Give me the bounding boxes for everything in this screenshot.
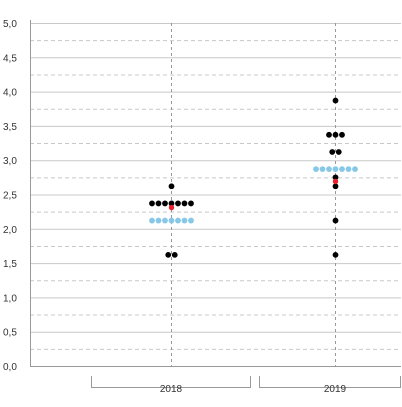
data-point	[326, 131, 332, 138]
y-tick-label: 4,0	[3, 88, 17, 99]
data-point	[329, 149, 336, 155]
category-bracket	[259, 376, 401, 388]
point-layer	[149, 97, 358, 258]
y-tick-label: 1,5	[3, 259, 17, 270]
mean-point	[332, 166, 339, 173]
data-point	[168, 200, 175, 207]
mean-point	[313, 166, 319, 173]
data-point	[165, 251, 172, 258]
data-point	[335, 149, 342, 155]
data-point	[162, 200, 168, 207]
data-point	[168, 183, 175, 190]
data-point	[181, 200, 188, 207]
mean-point	[168, 217, 175, 224]
mean-point	[149, 217, 155, 224]
data-point	[149, 200, 155, 207]
data-point	[332, 217, 339, 224]
mean-point	[339, 166, 345, 173]
median-point	[332, 178, 339, 185]
category-bracket	[91, 376, 251, 388]
grid-layer	[30, 23, 401, 366]
y-tick-label: 0,0	[3, 362, 17, 373]
mean-point	[352, 166, 358, 173]
mean-point	[188, 217, 194, 224]
mean-point	[319, 166, 326, 173]
mean-point	[345, 166, 352, 173]
y-tick-label: 3,0	[3, 156, 17, 167]
y-tick-label: 4,5	[3, 53, 17, 64]
data-point	[332, 251, 339, 258]
data-point	[188, 200, 194, 207]
axis-layer	[30, 20, 401, 388]
label-layer: 0,0 0,5 1,0 1,5 2,0 2,5 3,0 3,5 4,0 4,5 5,0 2018 201…	[3, 19, 347, 395]
y-tick-label: 2,0	[3, 225, 17, 236]
y-tick-label: 3,5	[3, 122, 17, 133]
data-point	[332, 174, 339, 181]
mean-point	[326, 166, 332, 173]
mean-point	[162, 217, 168, 224]
y-tick-label: 1,0	[3, 293, 17, 304]
data-point	[332, 97, 339, 104]
mean-point	[155, 217, 162, 224]
mean-point	[181, 217, 188, 224]
y-tick-label: 0,5	[3, 328, 17, 339]
data-point	[332, 131, 339, 138]
y-tick-label: 2,5	[3, 191, 17, 202]
data-point	[175, 200, 181, 207]
data-point	[155, 200, 162, 207]
data-point	[171, 251, 178, 258]
data-point	[339, 131, 345, 138]
mean-point	[175, 217, 181, 224]
x-category-label: 2018	[160, 384, 183, 395]
y-tick-label: 5,0	[3, 19, 17, 30]
median-point	[168, 204, 175, 211]
x-category-label: 2019	[324, 384, 347, 395]
data-point	[332, 183, 339, 190]
